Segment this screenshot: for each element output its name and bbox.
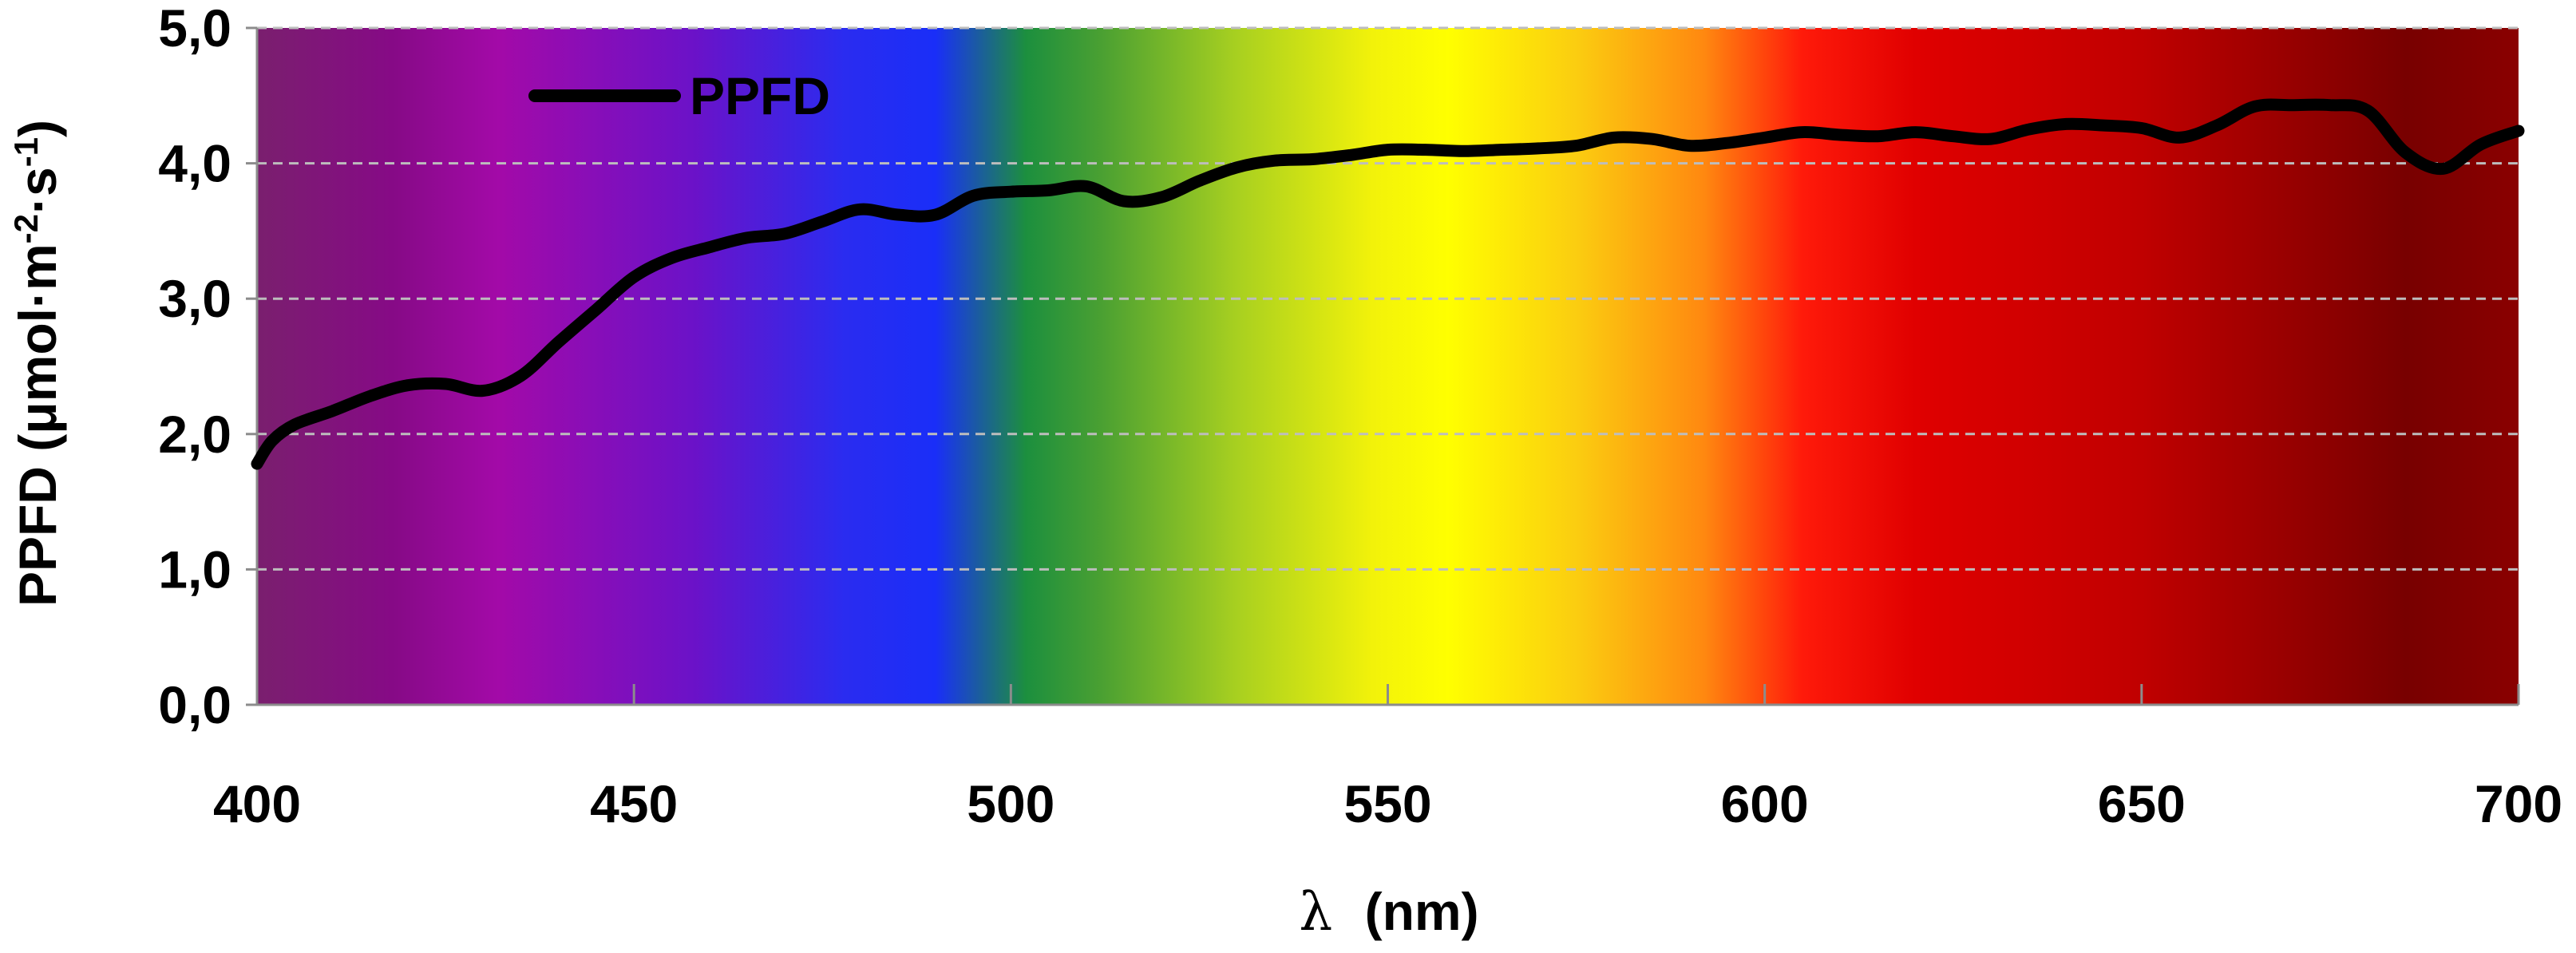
y-tick-label-4: 4,0 bbox=[158, 134, 231, 193]
y-tick-label-0: 0,0 bbox=[158, 675, 231, 734]
x-axis-title: λ (nm) bbox=[1299, 881, 1478, 943]
grid-lines bbox=[257, 26, 2519, 571]
x-tick-label-0: 400 bbox=[213, 774, 301, 833]
axes bbox=[246, 26, 2520, 706]
legend-label-ppfd: PPFD bbox=[690, 66, 830, 125]
y-tick-label-1: 1,0 bbox=[158, 540, 231, 599]
x-tick-label-4: 600 bbox=[1721, 774, 1809, 833]
series-layer bbox=[251, 98, 2525, 470]
x-tick-label-1: 450 bbox=[590, 774, 678, 833]
series-line-ppfd bbox=[251, 98, 2525, 470]
y-tick-label-5: 5,0 bbox=[158, 0, 231, 57]
x-axis-unit: (nm) bbox=[1365, 882, 1479, 941]
tick-labels: 400 450 500 550 600 650 700 0,0 1,0 2,0 3,0 4,0 5,0 bbox=[158, 0, 2562, 833]
y-axis-title-suffix: ) bbox=[8, 120, 67, 137]
y-tick-label-2: 2,0 bbox=[158, 405, 231, 464]
x-tick-label-6: 700 bbox=[2475, 774, 2562, 833]
y-axis-title-prefix: PPFD (μmol·m bbox=[8, 243, 67, 607]
y-tick-label-3: 3,0 bbox=[158, 269, 231, 328]
x-tick-label-3: 550 bbox=[1343, 774, 1431, 833]
y-axis-title: PPFD (μmol·m-2·s-1) bbox=[7, 120, 68, 607]
legend: PPFD bbox=[528, 66, 830, 125]
y-axis-title-exp1: -2 bbox=[7, 214, 45, 243]
plot-area-spectrum-background bbox=[257, 28, 2519, 705]
x-tick-label-2: 500 bbox=[967, 774, 1055, 833]
y-axis-title-exp2: -1 bbox=[7, 137, 45, 167]
x-axis-symbol: λ bbox=[1299, 881, 1332, 943]
x-tick-label-5: 650 bbox=[2098, 774, 2186, 833]
y-axis-title-mid: ·s bbox=[8, 167, 67, 214]
